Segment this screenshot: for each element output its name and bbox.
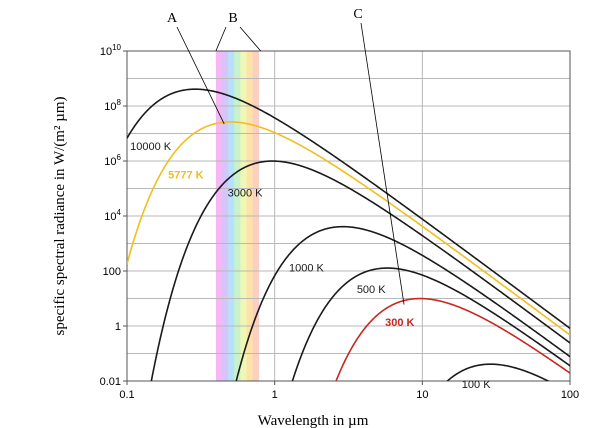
y-tick-label: 1 bbox=[115, 321, 121, 333]
series-label: 3000 K bbox=[228, 187, 264, 199]
annotation-label: A bbox=[167, 11, 178, 26]
series-curves bbox=[127, 88, 570, 381]
series-line bbox=[150, 160, 570, 381]
series-label: 10000 K bbox=[130, 141, 172, 153]
y-axis-label: specific spectral radiance in W/(m² µm) bbox=[52, 96, 68, 335]
annotations: A B C bbox=[167, 7, 405, 305]
y-tick-label: 106 bbox=[104, 153, 121, 168]
x-axis-label: Wavelength in µm bbox=[258, 413, 369, 428]
y-tick-label: 108 bbox=[104, 98, 121, 113]
annotation-label: B bbox=[228, 11, 237, 26]
y-tick-label: 0.01 bbox=[100, 376, 121, 388]
series-line bbox=[235, 225, 570, 381]
y-tick-label: 100 bbox=[103, 266, 121, 278]
series-label: 1000 K bbox=[289, 263, 325, 275]
series-line bbox=[291, 267, 570, 381]
series-label: 5777 K bbox=[168, 169, 204, 181]
annotation-leader bbox=[176, 26, 225, 125]
series-line bbox=[335, 297, 570, 381]
series-line bbox=[127, 121, 570, 336]
series-labels: 10000 K 5777 K 3000 K 1000 K 500 K 300 K 100 K bbox=[130, 141, 491, 391]
x-tick-label: 1 bbox=[272, 389, 278, 401]
x-tick-label: 100 bbox=[561, 389, 579, 401]
annotation-leader bbox=[215, 26, 227, 52]
series-label: 300 K bbox=[385, 317, 414, 329]
x-tick-label: 10 bbox=[416, 389, 428, 401]
series-line bbox=[127, 88, 570, 329]
y-tick-label: 104 bbox=[104, 208, 121, 223]
x-tick-label: 0.1 bbox=[119, 389, 134, 401]
series-label: 500 K bbox=[357, 284, 386, 296]
annotation-leader bbox=[360, 22, 405, 305]
y-tick-label: 1010 bbox=[100, 43, 122, 58]
series-label: 100 K bbox=[462, 379, 491, 391]
series-line bbox=[446, 363, 550, 381]
axis-ticks: 0.1 1 10 100 0.01 1 100 104 106 108 1010 bbox=[100, 43, 580, 401]
annotation-leader bbox=[239, 26, 262, 52]
annotation-label: C bbox=[353, 7, 362, 22]
